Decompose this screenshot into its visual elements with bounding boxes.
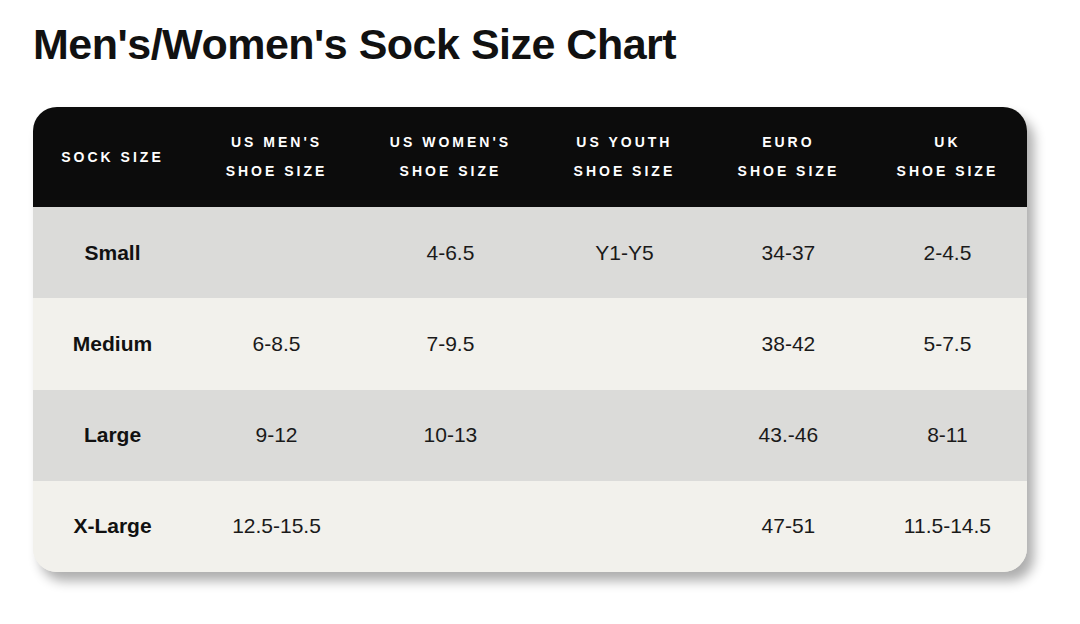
header-line: US YOUTH xyxy=(540,128,709,157)
cell-uk: 2-4.5 xyxy=(868,241,1027,265)
header-line: SHOE SIZE xyxy=(709,157,868,186)
cell-euro: 38-42 xyxy=(709,332,868,356)
header-line: SHOE SIZE xyxy=(540,157,709,186)
cell-us-mens: 6-8.5 xyxy=(192,332,361,356)
header-cell-us-mens: US MEN'S SHOE SIZE xyxy=(192,128,361,186)
cell-us-womens: 10-13 xyxy=(361,423,540,447)
table-body: Small 4-6.5 Y1-Y5 34-37 2-4.5 Medium 6-8… xyxy=(33,207,1027,572)
cell-uk: 11.5-14.5 xyxy=(868,514,1027,538)
header-line: SHOE SIZE xyxy=(361,157,540,186)
table-header-row: SOCK SIZE US MEN'S SHOE SIZE US WOMEN'S … xyxy=(33,107,1027,207)
cell-uk: 8-11 xyxy=(868,423,1027,447)
header-line: SHOE SIZE xyxy=(192,157,361,186)
header-line: EURO xyxy=(709,128,868,157)
row-label-cell: Medium xyxy=(33,332,192,356)
row-label-cell: X-Large xyxy=(33,514,192,538)
cell-us-mens: 9-12 xyxy=(192,423,361,447)
header-cell-uk: UK SHOE SIZE xyxy=(868,128,1027,186)
header-cell-euro: EURO SHOE SIZE xyxy=(709,128,868,186)
cell-us-youth: Y1-Y5 xyxy=(540,241,709,265)
header-line: US WOMEN'S xyxy=(361,128,540,157)
header-line: SHOE SIZE xyxy=(868,157,1027,186)
table-row-x-large: X-Large 12.5-15.5 47-51 11.5-14.5 xyxy=(33,481,1027,572)
cell-us-womens: 4-6.5 xyxy=(361,241,540,265)
page-title: Men's/Women's Sock Size Chart xyxy=(33,20,676,69)
sock-size-chart-table: SOCK SIZE US MEN'S SHOE SIZE US WOMEN'S … xyxy=(33,107,1027,572)
cell-euro: 34-37 xyxy=(709,241,868,265)
header-cell-sock-size: SOCK SIZE xyxy=(33,143,192,172)
table-row-small: Small 4-6.5 Y1-Y5 34-37 2-4.5 xyxy=(33,207,1027,298)
header-line: SOCK SIZE xyxy=(33,143,192,172)
cell-us-mens: 12.5-15.5 xyxy=(192,514,361,538)
header-line: UK xyxy=(868,128,1027,157)
cell-euro: 43.-46 xyxy=(709,423,868,447)
header-line: US MEN'S xyxy=(192,128,361,157)
header-cell-us-youth: US YOUTH SHOE SIZE xyxy=(540,128,709,186)
cell-uk: 5-7.5 xyxy=(868,332,1027,356)
row-label-cell: Large xyxy=(33,423,192,447)
row-label-cell: Small xyxy=(33,241,192,265)
cell-us-womens: 7-9.5 xyxy=(361,332,540,356)
cell-euro: 47-51 xyxy=(709,514,868,538)
table-row-medium: Medium 6-8.5 7-9.5 38-42 5-7.5 xyxy=(33,298,1027,389)
header-cell-us-womens: US WOMEN'S SHOE SIZE xyxy=(361,128,540,186)
table-row-large: Large 9-12 10-13 43.-46 8-11 xyxy=(33,390,1027,481)
